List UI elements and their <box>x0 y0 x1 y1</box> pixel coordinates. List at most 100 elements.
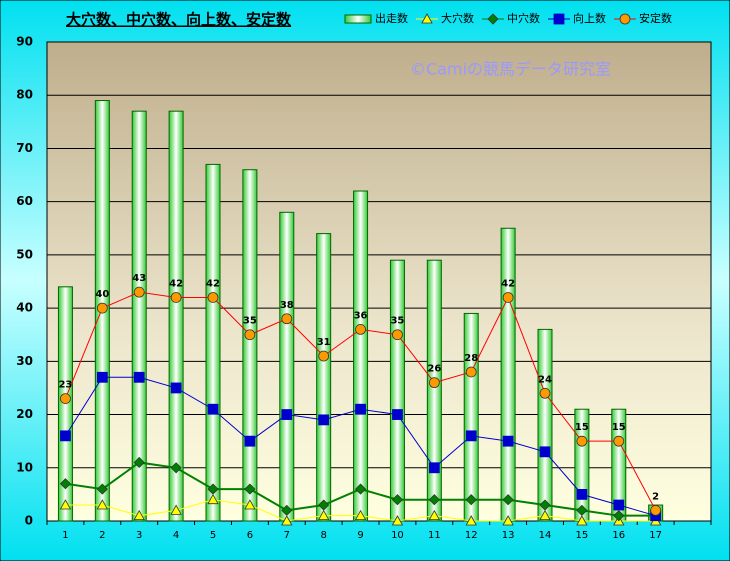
y-tick-label: 30 <box>16 354 33 368</box>
data-label: 36 <box>354 310 368 321</box>
bar <box>131 110 147 522</box>
bar <box>316 233 332 522</box>
point <box>428 509 441 521</box>
point <box>576 515 588 526</box>
point <box>502 292 514 303</box>
point <box>96 483 108 495</box>
point <box>392 329 403 341</box>
point <box>244 483 256 495</box>
point <box>60 393 71 404</box>
data-label: 42 <box>169 278 183 289</box>
legend-marker <box>553 13 565 25</box>
data-label: 15 <box>612 422 626 433</box>
point <box>465 494 477 506</box>
point <box>133 371 145 383</box>
point <box>318 350 330 362</box>
point <box>207 483 219 495</box>
point <box>576 488 588 500</box>
point <box>613 435 625 447</box>
legend-label: 向上数 <box>573 11 606 25</box>
point <box>502 515 514 526</box>
point <box>465 430 477 442</box>
point <box>391 515 404 526</box>
x-tick-label: 13 <box>502 530 515 541</box>
point <box>281 504 293 516</box>
watermark: ©Camiの競馬データ研究室 <box>410 60 611 79</box>
legend-label: 中穴数 <box>507 11 540 25</box>
point <box>502 494 514 506</box>
x-tick-label: 9 <box>357 530 363 541</box>
point <box>59 478 72 490</box>
y-tick-label: 70 <box>16 141 33 155</box>
x-tick-label: 6 <box>247 530 253 541</box>
data-label: 28 <box>464 353 478 364</box>
x-tick-label: 5 <box>210 530 216 541</box>
point <box>133 286 145 298</box>
point <box>539 499 551 511</box>
point <box>59 499 72 510</box>
x-tick-label: 11 <box>428 530 441 541</box>
legend-marker <box>619 13 631 25</box>
point <box>96 302 108 314</box>
point <box>576 435 588 447</box>
point <box>355 323 366 335</box>
x-tick-label: 7 <box>284 530 290 541</box>
legend-label: 出走数 <box>375 11 408 25</box>
point <box>96 371 108 383</box>
x-tick-label: 8 <box>320 530 326 541</box>
bar <box>353 190 369 522</box>
point <box>354 483 367 495</box>
y-tick-label: 60 <box>16 194 33 208</box>
x-tick-label: 16 <box>612 530 625 541</box>
point <box>613 499 625 511</box>
data-label: 35 <box>243 316 257 327</box>
x-tick-label: 2 <box>99 530 105 541</box>
bar <box>426 259 442 522</box>
data-label: 31 <box>317 337 331 348</box>
x-tick-label: 12 <box>465 530 478 541</box>
point <box>354 509 367 521</box>
legend: 出走数 大穴数 中穴数 向上数 安定数 <box>344 11 672 25</box>
bar <box>500 227 516 522</box>
data-label: 42 <box>501 278 515 289</box>
point <box>96 499 109 510</box>
y-tick-label: 40 <box>16 301 33 315</box>
point <box>392 409 403 420</box>
point <box>428 377 440 389</box>
point <box>133 509 145 521</box>
point <box>244 499 256 510</box>
point <box>133 456 145 469</box>
data-label: 24 <box>538 374 552 385</box>
point <box>318 499 330 511</box>
data-label: 35 <box>390 316 404 327</box>
y-tick-label: 90 <box>16 35 33 49</box>
data-label: 38 <box>280 300 294 311</box>
point <box>576 504 588 516</box>
bar <box>279 211 295 522</box>
legend-label: 大穴数 <box>441 11 474 25</box>
point <box>170 462 182 474</box>
legend-label: 安定数 <box>639 11 672 25</box>
point <box>539 446 551 458</box>
point <box>244 435 256 447</box>
y-tick-label: 50 <box>16 247 33 261</box>
y-tick-label: 10 <box>16 460 33 474</box>
point <box>244 329 256 341</box>
point <box>207 493 219 505</box>
point <box>60 430 71 442</box>
y-tick-label: 20 <box>16 407 33 421</box>
data-label: 26 <box>427 364 441 375</box>
point <box>170 382 182 394</box>
x-tick-label: 1 <box>62 530 68 541</box>
point <box>391 494 404 506</box>
bar <box>242 169 258 522</box>
data-label: 40 <box>95 289 109 300</box>
point <box>317 509 330 521</box>
bar <box>537 328 553 522</box>
y-tick-label: 80 <box>16 88 33 102</box>
point <box>650 504 662 516</box>
data-label: 23 <box>58 380 72 391</box>
point <box>613 510 625 522</box>
point <box>428 462 440 474</box>
